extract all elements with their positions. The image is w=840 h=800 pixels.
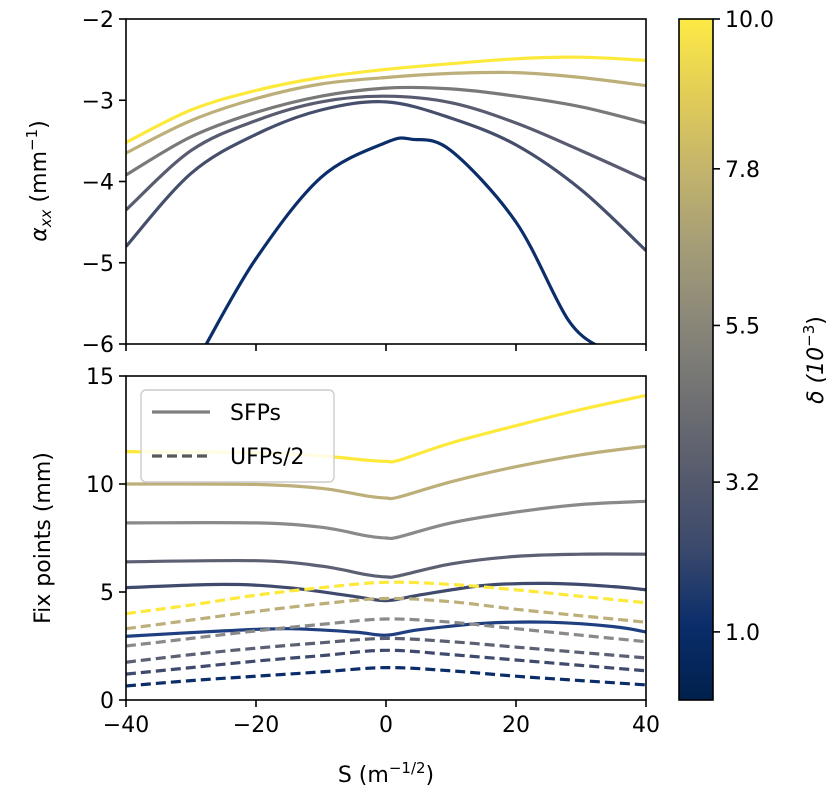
series-line — [126, 620, 646, 638]
y-tick-label: 0 — [100, 689, 114, 714]
bottom-xlabel: S (m−1/2) — [338, 759, 434, 788]
y-tick-label: −4 — [82, 171, 114, 196]
y-tick-label: −2 — [82, 8, 114, 33]
bottom-ylabel: Fix points (mm) — [31, 452, 56, 624]
series-line — [126, 636, 646, 664]
series-line — [126, 580, 646, 616]
y-tick-label: 10 — [86, 473, 114, 498]
colorbar-tick-label: 10.0 — [725, 8, 774, 33]
series-line — [126, 648, 646, 676]
series-line — [126, 85, 646, 177]
x-tick-label: −40 — [103, 713, 149, 738]
series-line — [126, 70, 646, 155]
colorbar-label: δ (10−3) — [800, 316, 829, 404]
bottom-panel: −40 −20 0 20 40 0 5 10 15 Fix points (mm) S (m−1… — [31, 365, 660, 788]
y-tick-label: −3 — [82, 89, 114, 114]
series-line — [204, 136, 598, 344]
top-ticks: −6 −5 −4 −3 −2 — [82, 8, 647, 358]
colorbar-tick-label: 1.0 — [725, 621, 760, 646]
series-line — [126, 596, 646, 631]
colorbar-ticks: 1.0 3.2 5.5 7.8 10.0 — [713, 8, 774, 646]
series-line — [126, 55, 646, 144]
bottom-series-group — [126, 393, 646, 688]
top-ylabel: αxx (mm−1) — [23, 120, 55, 241]
colorbar-tick-label: 3.2 — [725, 471, 760, 496]
colorbar: 1.0 3.2 5.5 7.8 10.0 δ (10−3) — [678, 8, 829, 701]
top-panel: −6 −5 −4 −3 −2 αxx (mm−1) — [23, 8, 647, 358]
series-line — [126, 499, 646, 541]
series-line — [126, 94, 646, 212]
series-line — [126, 617, 646, 648]
colorbar-gradient — [679, 19, 713, 700]
y-tick-label: 15 — [86, 365, 114, 390]
bottom-ticks: −40 −20 0 20 40 0 5 10 15 — [86, 365, 660, 738]
legend: SFPs UFPs/2 — [140, 389, 335, 483]
x-tick-label: 0 — [379, 713, 393, 738]
y-tick-label: 5 — [100, 581, 114, 606]
series-line — [126, 444, 646, 501]
x-tick-label: −20 — [233, 713, 279, 738]
top-axes-frame — [125, 18, 647, 345]
y-tick-label: −5 — [82, 252, 114, 277]
top-series-group — [126, 55, 646, 344]
series-line — [126, 100, 646, 252]
legend-label-ufps: UFPs/2 — [230, 445, 305, 470]
series-line — [126, 665, 646, 688]
colorbar-tick-label: 5.5 — [725, 314, 760, 339]
x-tick-label: 20 — [502, 713, 530, 738]
y-tick-label: −6 — [82, 333, 114, 358]
legend-label-sfps: SFPs — [230, 401, 281, 426]
colorbar-frame — [678, 18, 714, 701]
series-line — [126, 552, 646, 579]
x-tick-label: 40 — [632, 713, 660, 738]
colorbar-tick-label: 7.8 — [725, 158, 760, 183]
